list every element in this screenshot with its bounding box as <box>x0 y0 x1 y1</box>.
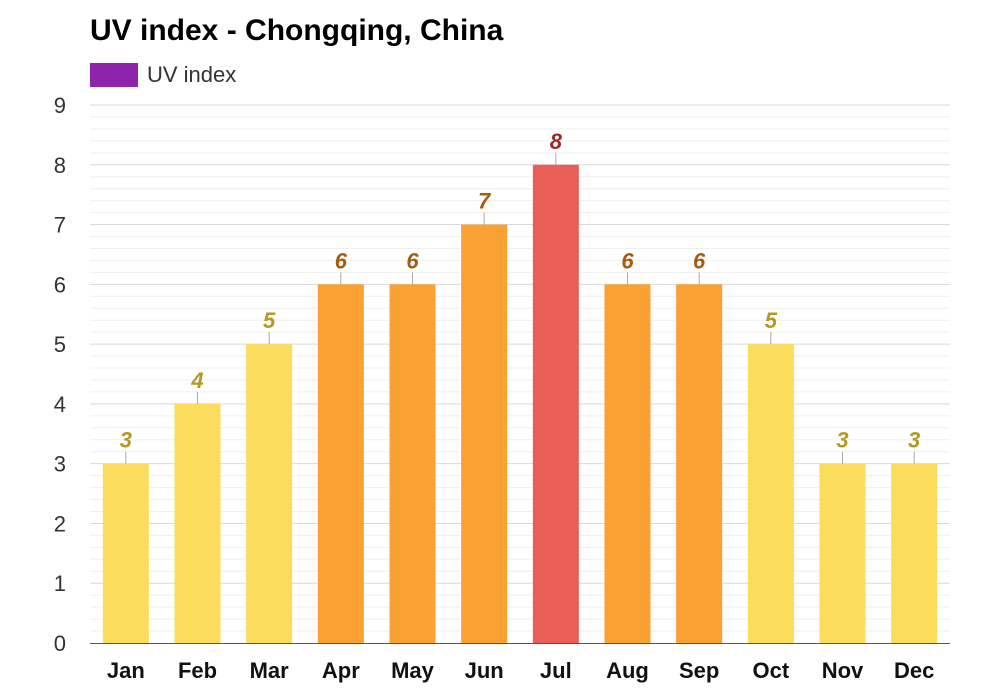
data-label-mar: 5 <box>263 308 276 333</box>
x-tick-label-apr: Apr <box>322 658 360 683</box>
y-tick-label: 6 <box>54 272 66 297</box>
data-label-oct: 5 <box>765 308 778 333</box>
data-label-may: 6 <box>406 248 419 273</box>
x-tick-label-nov: Nov <box>822 658 864 683</box>
data-label-jul: 8 <box>550 129 563 154</box>
chart-title: UV index - Chongqing, China <box>90 14 504 47</box>
bar-feb <box>174 403 221 643</box>
bar-may <box>389 284 436 643</box>
bar-aug <box>604 284 651 643</box>
y-tick-label: 7 <box>54 213 66 238</box>
x-tick-label-aug: Aug <box>606 658 649 683</box>
bar-oct <box>747 344 794 643</box>
y-tick-label: 3 <box>54 452 66 477</box>
y-axis-labels: 0 1 2 3 4 5 6 7 8 9 <box>54 93 66 656</box>
legend-label: UV index <box>147 62 237 87</box>
legend: UV index <box>90 62 236 88</box>
data-label-feb: 4 <box>190 368 203 393</box>
bar-dec <box>891 463 938 643</box>
y-tick-label: 1 <box>54 571 66 596</box>
x-tick-label-may: May <box>391 658 435 683</box>
x-tick-label-feb: Feb <box>178 658 217 683</box>
data-label-jun: 7 <box>478 189 492 214</box>
bar-nov <box>819 463 866 643</box>
x-tick-label-jul: Jul <box>540 658 572 683</box>
y-tick-label: 8 <box>54 153 66 178</box>
bar-jan <box>102 463 149 643</box>
gridlines <box>90 104 950 632</box>
data-label-nov: 3 <box>836 428 848 453</box>
y-tick-label: 5 <box>54 332 66 357</box>
y-tick-label: 9 <box>54 93 66 118</box>
data-label-apr: 6 <box>335 248 348 273</box>
data-label-dec: 3 <box>908 428 920 453</box>
legend-swatch <box>90 63 138 87</box>
y-tick-label: 2 <box>54 511 66 536</box>
x-tick-label-sep: Sep <box>679 658 719 683</box>
x-axis-labels: Jan Feb Mar Apr May Jun Jul Aug Sep Oct Nov Dec <box>107 658 934 683</box>
x-tick-label-oct: Oct <box>752 658 789 683</box>
bar-jun <box>461 224 508 644</box>
bars <box>102 164 938 644</box>
bar-apr <box>317 284 364 643</box>
bar-mar <box>246 344 293 643</box>
x-tick-label-mar: Mar <box>250 658 290 683</box>
x-tick-label-jan: Jan <box>107 658 145 683</box>
y-tick-label: 0 <box>54 631 66 656</box>
data-label-jan: 3 <box>120 428 132 453</box>
bar-jul <box>532 164 579 643</box>
data-labels: 3 4 5 6 6 7 8 6 6 5 3 3 <box>120 129 920 464</box>
data-label-aug: 6 <box>621 248 634 273</box>
bar-sep <box>676 284 723 643</box>
data-label-sep: 6 <box>693 248 706 273</box>
y-tick-label: 4 <box>54 392 66 417</box>
x-tick-label-jun: Jun <box>465 658 504 683</box>
x-tick-label-dec: Dec <box>894 658 934 683</box>
